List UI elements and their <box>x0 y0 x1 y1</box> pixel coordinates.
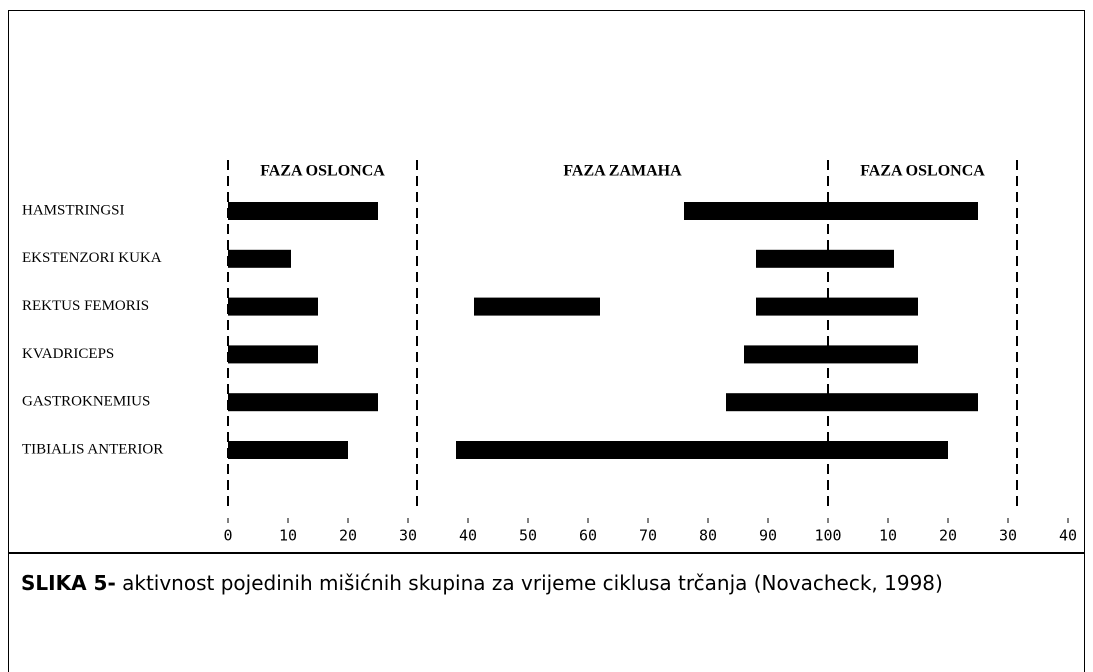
x-tick-label: 40 <box>1059 527 1077 545</box>
x-tick-label: 20 <box>939 527 957 545</box>
range-bar <box>228 202 378 220</box>
caption-label: SLIKA 5- <box>21 571 116 595</box>
caption-text: aktivnost pojedinih mišićnih skupina za … <box>116 571 943 595</box>
caption: SLIKA 5- aktivnost pojedinih mišićnih sk… <box>8 553 1085 672</box>
range-bar <box>474 298 600 316</box>
category-label: EKSTENZORI KUKA <box>22 250 162 266</box>
x-tick-label: 60 <box>579 527 597 545</box>
range-bar <box>228 441 348 459</box>
category-label: TIBIALIS ANTERIOR <box>22 441 163 457</box>
x-tick-label: 20 <box>339 527 357 545</box>
range-bar <box>684 202 978 220</box>
category-label: KVADRICEPS <box>22 346 114 362</box>
x-tick-label: 90 <box>759 527 777 545</box>
x-tick-label: 0 <box>223 527 232 545</box>
page: {"chart_data": {"type": "range-bar", "ca… <box>0 0 1093 672</box>
x-tick-label: 70 <box>639 527 657 545</box>
x-tick-label: 30 <box>399 527 417 545</box>
chart-frame <box>9 11 1085 553</box>
x-tick-label: 40 <box>459 527 477 545</box>
phase-label: FAZA ZAMAHA <box>563 163 682 180</box>
x-tick-label: 100 <box>814 527 841 545</box>
category-label: REKTUS FEMORIS <box>22 298 149 314</box>
range-bar <box>756 250 894 268</box>
category-label: GASTROKNEMIUS <box>22 394 150 410</box>
range-bar <box>756 298 918 316</box>
range-bar <box>744 345 918 363</box>
x-tick-label: 10 <box>279 527 297 545</box>
x-tick-label: 30 <box>999 527 1017 545</box>
category-label: HAMSTRINGSI <box>22 202 125 218</box>
range-bar <box>726 393 978 411</box>
x-tick-label: 10 <box>879 527 897 545</box>
range-bar <box>228 250 291 268</box>
phase-label: FAZA OSLONCA <box>260 163 385 180</box>
range-bar <box>456 441 948 459</box>
x-tick-label: 80 <box>699 527 717 545</box>
range-bar <box>228 345 318 363</box>
phase-label: FAZA OSLONCA <box>860 163 985 180</box>
range-bar <box>228 393 378 411</box>
chart: 0 10 20 30 40 50 60 70 80 90 100 10 20 30 40 FAZA OSLON… <box>0 0 1093 553</box>
x-tick-label: 50 <box>519 527 537 545</box>
range-bar <box>228 298 318 316</box>
